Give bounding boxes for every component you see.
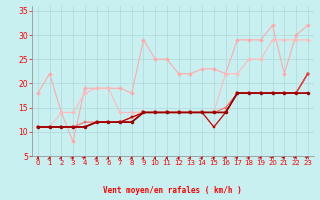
X-axis label: Vent moyen/en rafales ( km/h ): Vent moyen/en rafales ( km/h ) bbox=[103, 186, 242, 195]
